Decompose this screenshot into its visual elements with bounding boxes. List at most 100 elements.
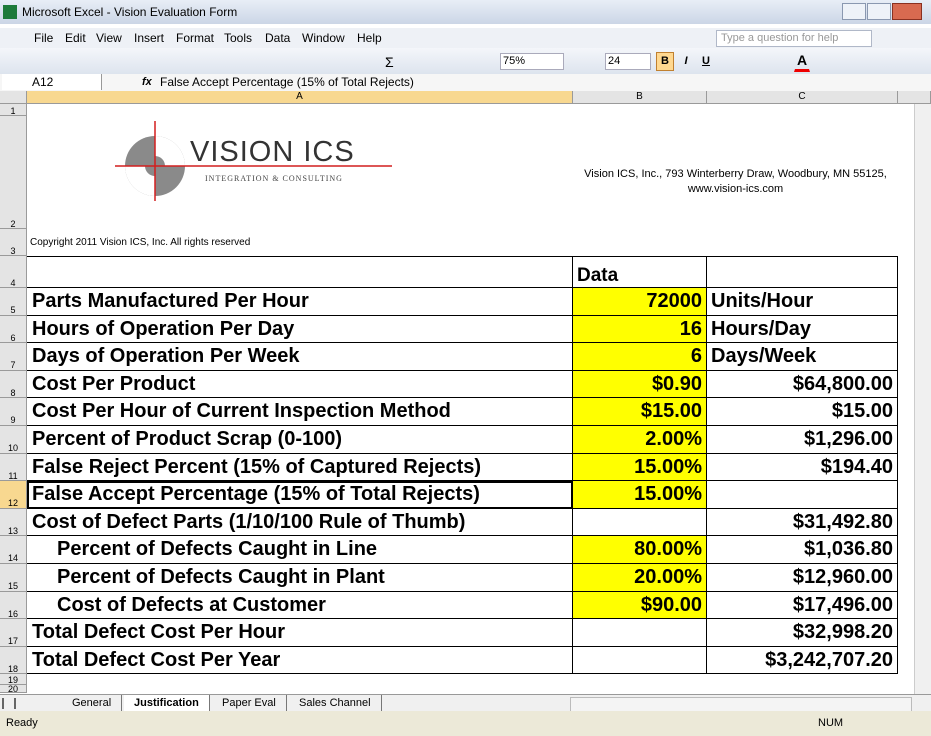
menu-item[interactable]: View	[96, 31, 122, 45]
row-header[interactable]: 19	[0, 674, 27, 686]
row-label[interactable]: False Reject Percent (15% of Captured Re…	[27, 453, 573, 482]
window-controls[interactable]	[842, 3, 924, 20]
input-value[interactable]: 72000	[573, 288, 707, 316]
row-header[interactable]: 13	[0, 508, 27, 537]
row-label[interactable]: False Accept Percentage (15% of Total Re…	[27, 481, 573, 509]
menu-item[interactable]: Window	[302, 31, 345, 45]
row-label[interactable]: Cost of Defects at Customer	[27, 591, 573, 620]
zoom-box[interactable]: 75%	[500, 53, 564, 70]
horizontal-scrollbar[interactable]	[570, 697, 912, 712]
row-header[interactable]: 14	[0, 536, 27, 564]
title-bar: Microsoft Excel - Vision Evaluation Form	[0, 0, 931, 24]
fx-button[interactable]: fx	[142, 76, 152, 88]
row-header[interactable]: 20	[0, 685, 27, 694]
row-label[interactable]: Percent of Product Scrap (0-100)	[27, 426, 573, 454]
help-search-box[interactable]: Type a question for help	[716, 30, 872, 47]
row-header[interactable]: 18	[0, 646, 27, 675]
underline-button[interactable]: U	[702, 55, 710, 67]
menu-item[interactable]: File	[34, 31, 54, 45]
row-label[interactable]: Percent of Defects Caught in Plant	[27, 564, 573, 592]
input-value[interactable]	[573, 619, 707, 647]
row-header[interactable]: 10	[0, 426, 27, 454]
sheet-tab[interactable]: General	[62, 695, 123, 711]
input-value[interactable]: 2.00%	[573, 426, 707, 454]
row-header[interactable]: 16	[0, 591, 27, 620]
computed-value[interactable]: $3,242,707.20	[707, 646, 898, 675]
italic-button[interactable]: I	[684, 55, 688, 67]
row-label[interactable]: Cost Per Hour of Current Inspection Meth…	[27, 398, 573, 426]
input-value[interactable]: 16	[573, 315, 707, 344]
row-label[interactable]: Percent of Defects Caught in Line	[27, 536, 573, 564]
row-header[interactable]: 7	[0, 343, 27, 371]
computed-value[interactable]: $64,800.00	[707, 370, 898, 399]
computed-value[interactable]: Days/Week	[707, 343, 898, 371]
menu-item[interactable]: Insert	[134, 31, 165, 45]
minimize-button[interactable]	[842, 3, 866, 20]
computed-value[interactable]: $1,296.00	[707, 426, 898, 454]
tab-scroll-buttons[interactable]	[2, 698, 52, 709]
input-value[interactable]: $90.00	[573, 591, 707, 620]
restore-button[interactable]	[867, 3, 891, 20]
row-label[interactable]: Days of Operation Per Week	[27, 343, 573, 371]
menu-item[interactable]: Format	[176, 31, 215, 45]
input-value[interactable]: 20.00%	[573, 564, 707, 592]
bold-button[interactable]: B	[656, 52, 674, 71]
input-value[interactable]: 80.00%	[573, 536, 707, 564]
row-header[interactable]: 9	[0, 398, 27, 426]
input-value[interactable]: 6	[573, 343, 707, 371]
row-label[interactable]: Parts Manufactured Per Hour	[27, 288, 573, 316]
computed-value[interactable]: $12,960.00	[707, 564, 898, 592]
row-label[interactable]: Total Defect Cost Per Year	[27, 646, 573, 675]
close-button[interactable]	[892, 3, 922, 20]
sheet-tab[interactable]: Justification	[124, 695, 210, 711]
computed-value[interactable]: $31,492.80	[707, 508, 898, 537]
vertical-scrollbar[interactable]	[914, 104, 931, 694]
computed-value[interactable]: Hours/Day	[707, 315, 898, 344]
row-header[interactable]: 11	[0, 453, 27, 482]
computed-value[interactable]: $1,036.80	[707, 536, 898, 564]
row-header[interactable]: 6	[0, 315, 27, 344]
row-header[interactable]: 4	[0, 256, 27, 288]
input-value[interactable]: $0.90	[573, 370, 707, 399]
input-value[interactable]: 15.00%	[573, 481, 707, 509]
row-header[interactable]: 1	[0, 104, 27, 116]
row-header[interactable]: 3	[0, 229, 27, 256]
window-title: Microsoft Excel - Vision Evaluation Form	[22, 5, 238, 19]
font-size-box[interactable]: 24	[605, 53, 651, 70]
computed-value[interactable]: $15.00	[707, 398, 898, 426]
num-lock-indicator: NUM	[818, 717, 844, 729]
computed-value[interactable]	[707, 481, 898, 509]
formula-text[interactable]: False Accept Percentage (15% of Total Re…	[160, 75, 414, 89]
menu-item[interactable]: Edit	[65, 31, 86, 45]
row-label[interactable]: Cost of Defect Parts (1/10/100 Rule of T…	[27, 508, 573, 537]
input-value[interactable]	[573, 646, 707, 675]
row-header[interactable]: 5	[0, 288, 27, 316]
app-icon	[3, 5, 17, 19]
autosum-button[interactable]: Σ	[385, 54, 394, 70]
row-header[interactable]: 15	[0, 564, 27, 592]
menu-item[interactable]: Tools	[224, 31, 253, 45]
computed-value[interactable]: Units/Hour	[707, 288, 898, 316]
sheet-tab[interactable]: Sales Channel	[289, 695, 382, 711]
menu-item[interactable]: Help	[357, 31, 382, 45]
input-value[interactable]: $15.00	[573, 398, 707, 426]
row-header[interactable]: 2	[0, 116, 27, 229]
input-value[interactable]: 15.00%	[573, 453, 707, 482]
row-label[interactable]: Cost Per Product	[27, 370, 573, 399]
row-label[interactable]: Total Defect Cost Per Hour	[27, 619, 573, 647]
computed-value[interactable]: $194.40	[707, 453, 898, 482]
row-header[interactable]: 17	[0, 619, 27, 647]
computed-value[interactable]: $17,496.00	[707, 591, 898, 620]
column-header[interactable]: C	[707, 91, 898, 104]
name-box[interactable]: A12	[2, 74, 102, 90]
row-header[interactable]: 8	[0, 370, 27, 399]
column-header[interactable]: A	[27, 91, 573, 104]
row-label[interactable]: Hours of Operation Per Day	[27, 315, 573, 344]
input-value[interactable]	[573, 508, 707, 537]
menu-item[interactable]: Data	[265, 31, 291, 45]
font-color-button[interactable]: A	[794, 50, 810, 72]
row-header[interactable]: 12	[0, 481, 27, 509]
column-header[interactable]: B	[573, 91, 707, 104]
computed-value[interactable]: $32,998.20	[707, 619, 898, 647]
sheet-tab[interactable]: Paper Eval	[212, 695, 287, 711]
